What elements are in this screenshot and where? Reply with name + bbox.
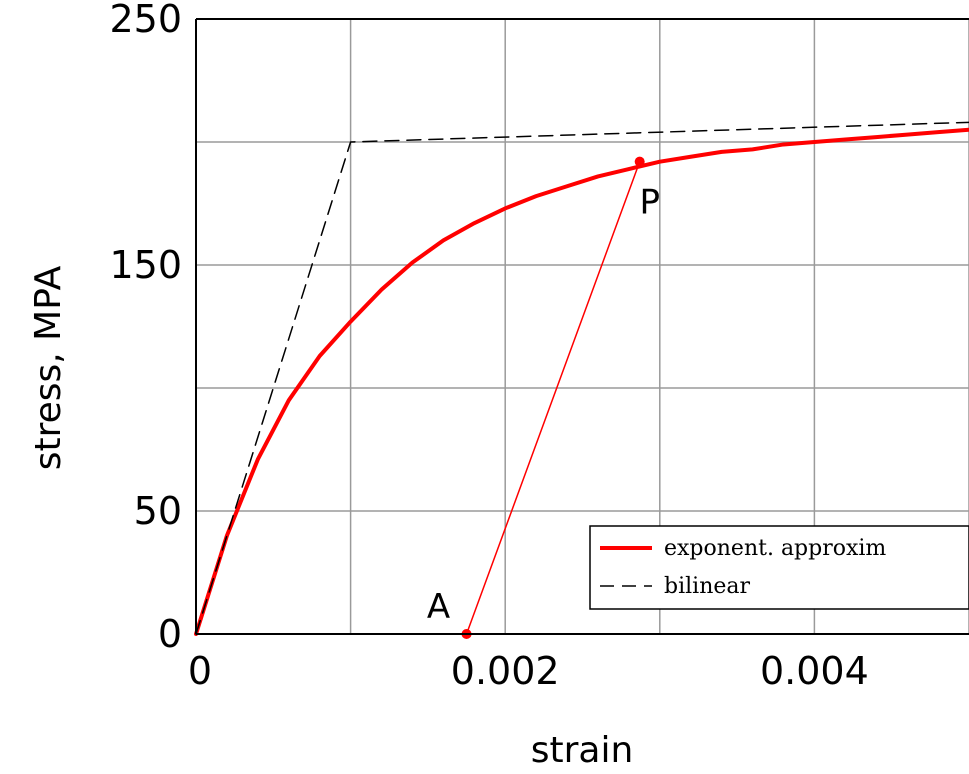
legend-box [589,525,969,610]
y-tick-label-1: 50 [134,489,182,533]
series-line-bilinear [195,121,969,635]
ticks-layer: 0 50 150 250 0 0.002 0.004 [109,0,868,693]
axes-layer [195,18,969,635]
legend-label-1: bilinear [664,574,750,599]
point-label-a: A [427,587,450,627]
series-line-unloading-2 [465,160,641,635]
series-line-exponent-approxim [194,127,969,636]
y-tick-label-2: 150 [109,243,182,287]
point-label-p: P [639,183,660,223]
legend: exponent. approxim bilinear [589,525,969,610]
y-tick-label-3: 250 [109,0,182,41]
x-tick-label-1: 0.002 [451,649,560,693]
x-tick-label-2: 0.004 [760,649,869,693]
point-p [634,156,645,167]
y-axis-title: stress, MPA [28,265,69,470]
x-axis-title: strain [531,730,634,771]
x-tick-label-0: 0 [188,649,212,693]
series-layer [194,121,969,636]
points-layer: PA [427,156,660,639]
legend-label-0: exponent. approxim [664,536,886,561]
y-tick-label-0: 0 [158,612,182,656]
